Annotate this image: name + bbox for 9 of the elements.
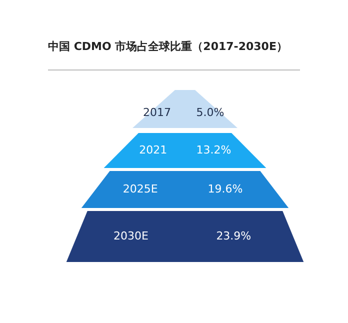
category-label: 2021 <box>139 144 168 156</box>
data-label: 23.9% <box>216 230 252 242</box>
data-label: 19.6% <box>208 182 243 196</box>
category-label: 2017 <box>143 106 171 119</box>
data-label: 5.0% <box>196 106 224 119</box>
text: 中国 CDMO 市场占全球比重（2017-2030E） <box>48 40 288 53</box>
category-label: 2025E <box>122 182 158 196</box>
data-label: 13.2% <box>196 144 232 156</box>
category-label: 2030E <box>113 230 148 242</box>
